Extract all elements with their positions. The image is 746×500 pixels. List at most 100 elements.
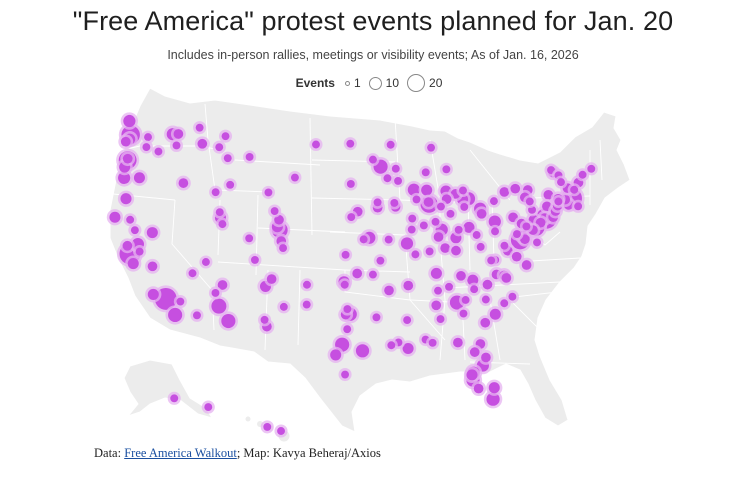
- event-dot: [431, 300, 442, 311]
- event-dot: [427, 143, 436, 152]
- event-dot: [133, 172, 145, 184]
- event-dot: [245, 234, 254, 243]
- event-dot: [146, 227, 158, 239]
- chart-title: "Free America" protest events planned fo…: [72, 6, 674, 36]
- event-dot: [109, 211, 121, 223]
- event-dot: [127, 258, 139, 270]
- legend-label-20: 20: [429, 76, 443, 90]
- event-dot: [343, 325, 352, 334]
- event-dot: [525, 197, 534, 206]
- event-dot: [221, 132, 230, 141]
- event-dot: [383, 174, 392, 183]
- event-dot: [302, 300, 311, 309]
- event-dot: [487, 256, 496, 265]
- event-dot: [368, 270, 377, 279]
- chart-subtitle: Includes in-person rallies, meetings or …: [167, 48, 579, 62]
- event-dot: [170, 394, 179, 403]
- event-dot: [279, 302, 288, 311]
- event-dot: [142, 143, 151, 151]
- event-dot: [260, 315, 269, 324]
- event-dot: [557, 178, 565, 187]
- source-suffix: ; Map: Kavya Beheraj/Axios: [236, 446, 381, 460]
- event-dot: [193, 311, 201, 320]
- legend-label-1: 1: [353, 76, 361, 90]
- event-dot: [135, 247, 144, 256]
- border-ar-la: [409, 299, 446, 341]
- border-id: [204, 103, 271, 193]
- event-dot: [434, 286, 442, 295]
- event-dot: [408, 214, 417, 223]
- event-dot: [218, 220, 227, 229]
- event-dot: [211, 298, 227, 314]
- event-dot: [407, 225, 416, 234]
- event-dot: [270, 207, 279, 215]
- event-dot: [440, 243, 451, 253]
- event-dot: [459, 186, 467, 195]
- legend-item-20: 20: [407, 74, 442, 92]
- event-dot: [451, 245, 461, 256]
- event-dot: [118, 171, 131, 184]
- border-sd-ne: [311, 197, 401, 201]
- event-dot: [130, 226, 139, 235]
- event-dot: [436, 315, 445, 324]
- event-dot: [442, 165, 451, 174]
- event-dot: [476, 242, 485, 251]
- event-dot: [359, 235, 368, 244]
- event-dot: [188, 269, 197, 278]
- event-dot: [266, 274, 277, 284]
- event-dot: [470, 285, 479, 294]
- border-nm-tx: [297, 269, 301, 346]
- event-dot: [491, 227, 499, 236]
- event-dot: [570, 185, 579, 194]
- event-dot: [120, 193, 132, 205]
- event-dot: [466, 369, 478, 381]
- event-dot: [123, 114, 136, 128]
- event-dot: [277, 427, 285, 435]
- event-dot: [250, 255, 259, 264]
- source-link[interactable]: Free America Walkout: [124, 446, 237, 460]
- event-dot: [373, 198, 382, 207]
- border-dakotas: [309, 117, 313, 236]
- border-ky-tn: [444, 281, 561, 289]
- event-dot: [431, 217, 440, 226]
- event-dot: [390, 198, 399, 207]
- event-dot: [472, 231, 481, 239]
- event-dot: [343, 305, 352, 314]
- event-dot: [446, 209, 455, 218]
- event-dot: [355, 344, 370, 358]
- event-dot: [403, 316, 412, 325]
- event-dot: [400, 237, 414, 250]
- event-dot: [453, 337, 463, 348]
- event-dot: [147, 261, 158, 272]
- event-dot: [154, 147, 163, 156]
- land-shapes: [109, 87, 631, 442]
- event-dot: [384, 285, 394, 296]
- event-dot: [402, 342, 414, 355]
- event-dot: [274, 214, 284, 225]
- event-dots: [106, 112, 598, 438]
- event-dot: [521, 260, 532, 270]
- event-dot: [195, 123, 204, 132]
- event-dot: [126, 215, 135, 224]
- event-dot: [147, 288, 159, 300]
- event-dot: [430, 267, 442, 279]
- event-dot: [290, 173, 299, 182]
- event-dot: [173, 129, 184, 139]
- contiguous-us-shape: [109, 87, 631, 433]
- event-dot: [211, 289, 220, 297]
- event-dot: [341, 250, 350, 259]
- event-dot: [204, 403, 213, 412]
- event-dot: [489, 308, 501, 320]
- event-dot: [445, 282, 453, 291]
- event-dot: [419, 221, 428, 230]
- legend-label-10: 10: [385, 76, 400, 90]
- event-dot: [215, 208, 224, 217]
- event-dot: [454, 225, 463, 234]
- event-dot: [533, 238, 541, 247]
- legend-item-1: 1: [344, 76, 361, 90]
- border-4corners: [217, 261, 346, 271]
- event-dot: [387, 341, 396, 350]
- event-dot: [459, 309, 468, 318]
- event-dot: [144, 133, 152, 142]
